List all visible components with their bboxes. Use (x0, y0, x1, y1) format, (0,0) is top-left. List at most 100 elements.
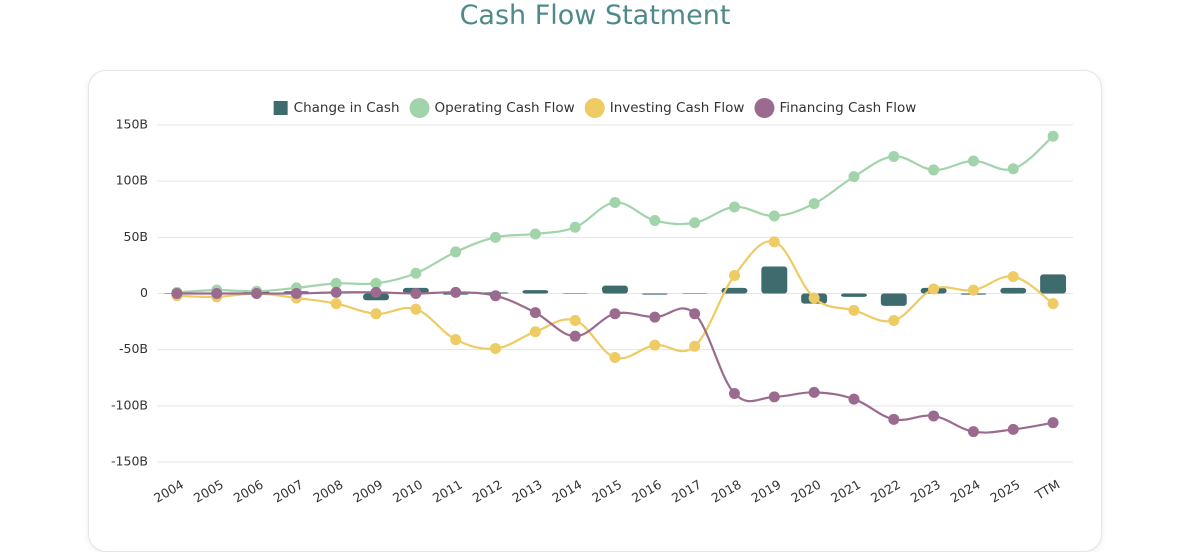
point (410, 303, 422, 315)
point (649, 214, 661, 226)
point (967, 155, 979, 167)
point (967, 284, 979, 296)
bar (602, 285, 628, 294)
point (450, 334, 462, 346)
bar (522, 290, 549, 294)
x-tick-label: 2004 (151, 477, 186, 506)
bar (721, 287, 748, 294)
x-tick-label: 2010 (390, 477, 425, 506)
y-tick-label: 150B (116, 117, 148, 132)
line (176, 135, 1054, 294)
point (609, 197, 621, 209)
point (728, 387, 740, 399)
x-tick-label: 2013 (510, 477, 545, 506)
x-tick-label: 2022 (868, 477, 903, 506)
point (808, 386, 820, 398)
x-tick-label: 2015 (589, 477, 624, 506)
point (768, 210, 780, 222)
point (370, 277, 382, 289)
point (410, 267, 422, 279)
legend-swatch (754, 98, 775, 118)
bar (880, 293, 907, 306)
point (251, 288, 263, 299)
legend-item: Investing Cash Flow (584, 98, 744, 118)
point (330, 286, 342, 298)
x-tick-label: 2011 (430, 477, 465, 506)
chart-card (88, 70, 1102, 552)
y-tick-label: -50B (119, 341, 148, 356)
point (808, 198, 820, 210)
point (888, 314, 900, 326)
point (410, 288, 422, 299)
point (171, 288, 183, 299)
x-tick-label: 2021 (828, 477, 863, 506)
point (1047, 130, 1059, 142)
y-tick-label: 0 (140, 285, 148, 300)
x-tick-label: 2023 (908, 477, 943, 506)
point (928, 283, 940, 295)
x-tick-label: 2024 (948, 477, 983, 506)
page: {"chart_data": {"type": "combo", "title"… (88, 0, 1102, 552)
point (490, 290, 502, 302)
point (569, 314, 581, 326)
point (529, 228, 541, 240)
legend-swatch (273, 101, 288, 115)
x-tick-label: 2018 (709, 477, 744, 506)
point (450, 286, 462, 298)
bar (1000, 287, 1027, 294)
point (768, 391, 780, 403)
point (1047, 298, 1059, 310)
point (370, 286, 382, 298)
point (569, 330, 581, 342)
legend-label: Change in Cash (294, 100, 400, 116)
point (1007, 423, 1019, 435)
point (490, 343, 502, 355)
bar (761, 266, 788, 294)
bar (841, 293, 867, 297)
point (330, 298, 342, 310)
point (290, 288, 302, 299)
point (728, 201, 740, 213)
bar (681, 293, 708, 294)
x-tick-label: TTM (1032, 477, 1063, 503)
point (609, 308, 621, 320)
bar (1040, 274, 1067, 294)
point (689, 308, 701, 320)
y-tick-label: -100B (111, 397, 148, 412)
line (176, 240, 1054, 360)
point (848, 393, 860, 405)
point (1007, 163, 1019, 175)
x-tick-label: 2008 (310, 477, 345, 506)
x-tick-label: 2006 (231, 477, 266, 506)
legend-item: Change in Cash (273, 100, 400, 116)
point (888, 413, 900, 425)
point (609, 352, 621, 364)
point (490, 231, 502, 243)
point (808, 292, 820, 304)
point (689, 340, 701, 352)
x-tick-label: 2009 (350, 477, 385, 506)
legend-label: Operating Cash Flow (435, 100, 575, 116)
x-tick-label: 2016 (629, 477, 664, 506)
x-tick-label: 2017 (669, 477, 704, 506)
point (529, 326, 541, 338)
x-tick-label: 2012 (470, 477, 505, 506)
point (370, 308, 382, 320)
legend-item: Operating Cash Flow (409, 98, 575, 118)
point (768, 236, 780, 248)
point (1047, 417, 1059, 429)
y-tick-label: 50B (124, 229, 148, 244)
point (848, 171, 860, 183)
point (330, 277, 342, 289)
y-tick-label: -150B (111, 454, 148, 469)
point (211, 288, 223, 299)
point (1007, 271, 1019, 283)
legend-label: Financing Cash Flow (779, 100, 916, 116)
x-tick-label: 2007 (271, 477, 306, 506)
point (928, 164, 940, 176)
y-tick-label: 100B (116, 173, 148, 188)
point (728, 270, 740, 282)
page-title: Cash Flow Statment (459, 0, 731, 31)
x-tick-label: 2020 (788, 477, 823, 506)
legend-swatch (584, 98, 605, 118)
